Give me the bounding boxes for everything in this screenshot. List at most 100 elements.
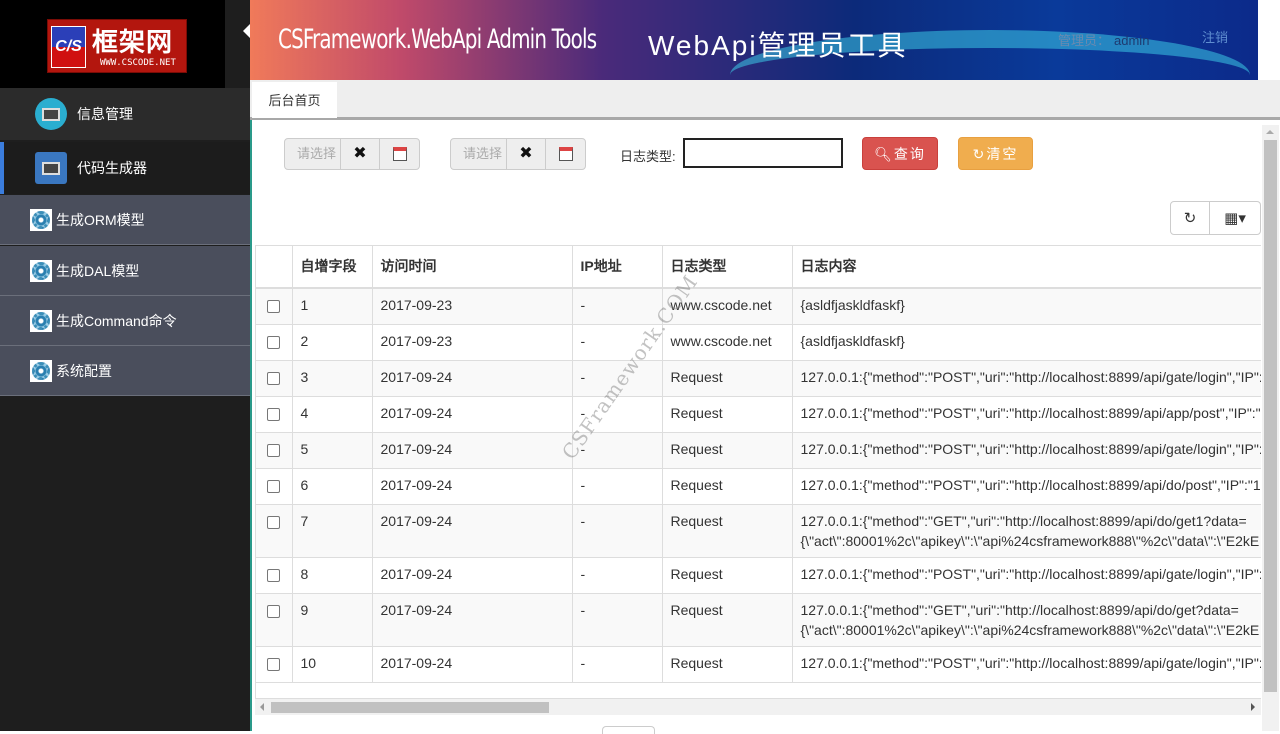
row-checkbox[interactable] <box>267 657 281 671</box>
cell-id: 1 <box>292 287 373 325</box>
cell-content: {asldfjaskldfaskf} <box>792 287 1261 325</box>
row-checkbox-cell <box>256 504 293 558</box>
gear-icon <box>30 309 52 332</box>
cell-content: 127.0.0.1:{"method":"POST","uri":"http:/… <box>792 396 1261 433</box>
table-row[interactable]: 7 2017-09-24- Request 127.0.0.1:{"method":"… <box>256 504 1261 558</box>
cell-type: Request <box>662 432 793 469</box>
table-row[interactable]: 5 2017-09-24- Request 127.0.0.1:{"method":"… <box>256 432 1261 469</box>
row-checkbox-cell <box>256 287 293 325</box>
row-checkbox[interactable] <box>267 335 281 349</box>
table-row[interactable]: 4 2017-09-24- Request 127.0.0.1:{"method":"… <box>256 396 1261 433</box>
clear-date-start-button[interactable]: ✖ <box>341 139 380 169</box>
title-cn: WebApi管理员工具 <box>648 30 908 61</box>
row-checkbox-cell <box>256 593 293 647</box>
admin-name: admin <box>1114 33 1150 48</box>
cell-ip: - <box>572 468 663 505</box>
menu-code-generator[interactable]: 代码生成器 <box>0 142 250 194</box>
menu-info-management[interactable]: 信息管理 <box>0 88 250 140</box>
cell-id: 4 <box>292 396 373 433</box>
row-checkbox[interactable] <box>267 371 281 385</box>
sidebar-item-label: 生成Command命令 <box>56 312 177 329</box>
menu-label: 代码生成器 <box>77 160 147 176</box>
title-en: CSFramework.WebApi Admin Tools <box>278 24 597 55</box>
admin-label: 管理员： <box>1058 33 1111 48</box>
row-checkbox[interactable] <box>267 515 281 529</box>
search-icon: 🔍︎ <box>874 146 894 162</box>
logout-link[interactable]: 注销 <box>1202 30 1229 45</box>
column-header[interactable]: 日志类型 <box>662 245 793 289</box>
columns-button[interactable]: ▦▾ <box>1210 202 1260 234</box>
column-header[interactable]: 自增字段 <box>292 245 373 289</box>
gear-icon <box>30 259 52 282</box>
refresh-icon: ↻ <box>972 146 987 162</box>
query-button[interactable]: 🔍︎查询 <box>862 137 938 170</box>
table-row[interactable]: 9 2017-09-24- Request 127.0.0.1:{"method":"… <box>256 593 1261 647</box>
cell-content: 127.0.0.1:{"method":"POST","uri":"http:/… <box>792 468 1261 505</box>
row-checkbox[interactable] <box>267 443 281 457</box>
vertical-scrollbar[interactable] <box>1262 125 1279 731</box>
cell-ip: - <box>572 360 663 397</box>
cell-type: Request <box>662 646 793 683</box>
sidebar-item-label: 生成ORM模型 <box>56 211 145 228</box>
row-checkbox[interactable] <box>267 568 281 582</box>
sidebar-item-dal[interactable]: 生成DAL模型 <box>0 246 250 296</box>
cell-content: 127.0.0.1:{"method":"POST","uri":"http:/… <box>792 360 1261 397</box>
table-row[interactable]: 1 2017-09-23- www.cscode.net {asldfjaskldfa… <box>256 287 1261 325</box>
cell-ip: - <box>572 593 663 647</box>
cell-type: www.cscode.net <box>662 324 793 361</box>
collapse-sidebar-icon[interactable] <box>243 24 250 38</box>
logo-name: 框架网 <box>92 27 174 57</box>
column-header[interactable]: IP地址 <box>572 245 663 289</box>
cell-time: 2017-09-24 <box>372 593 573 647</box>
column-header[interactable]: 日志内容 <box>792 245 1261 289</box>
calendar-icon[interactable] <box>380 139 419 169</box>
column-header[interactable]: 访问时间 <box>372 245 573 289</box>
refresh-button[interactable]: ↻ <box>1171 202 1210 234</box>
table-row[interactable]: 8 2017-09-24- Request 127.0.0.1:{"method":"… <box>256 557 1261 594</box>
date-start-input[interactable]: 请选择 <box>285 139 341 169</box>
cell-id: 5 <box>292 432 373 469</box>
sidebar-item-orm[interactable]: 生成ORM模型 <box>0 195 250 245</box>
cell-time: 2017-09-24 <box>372 504 573 558</box>
logo-url: WWW.CSCODE.NET <box>100 58 176 68</box>
table-row[interactable]: 10 2017-09-24- Request 127.0.0.1:{"method":… <box>256 646 1261 683</box>
log-type-input[interactable] <box>683 138 843 168</box>
cell-time: 2017-09-24 <box>372 646 573 683</box>
cell-time: 2017-09-24 <box>372 432 573 469</box>
clear-button[interactable]: ↻清空 <box>958 137 1033 170</box>
horizontal-scrollbar[interactable] <box>255 698 1261 715</box>
sidebar-item-config[interactable]: 系统配置 <box>0 346 250 396</box>
row-checkbox-cell <box>256 557 293 594</box>
cell-ip: - <box>572 557 663 594</box>
row-checkbox[interactable] <box>267 407 281 421</box>
date-start-group: 请选择 ✖ <box>284 138 420 170</box>
cell-id: 10 <box>292 646 373 683</box>
cell-ip: - <box>572 396 663 433</box>
logo-cs: C/S <box>51 26 86 68</box>
admin-info: 管理员： admin <box>1058 30 1149 49</box>
pagination[interactable] <box>602 726 655 734</box>
clear-date-end-button[interactable]: ✖ <box>507 139 546 169</box>
row-checkbox[interactable] <box>267 299 281 313</box>
cell-ip: - <box>572 287 663 325</box>
tab-home[interactable]: 后台首页 <box>252 82 337 118</box>
row-checkbox-cell <box>256 432 293 469</box>
log-type-label: 日志类型: <box>620 149 676 164</box>
table-row[interactable]: 3 2017-09-24- Request 127.0.0.1:{"method":"… <box>256 360 1261 397</box>
sidebar-item-command[interactable]: 生成Command命令 <box>0 296 250 346</box>
table-row[interactable]: 2 2017-09-23- www.cscode.net {asldfjaskldfa… <box>256 324 1261 361</box>
code-generator-icon <box>35 152 67 184</box>
cell-time: 2017-09-24 <box>372 468 573 505</box>
monitor-icon <box>35 98 67 130</box>
table-header: 自增字段 访问时间 IP地址 日志类型 日志内容 <box>256 245 1261 289</box>
row-checkbox[interactable] <box>267 604 281 618</box>
cell-time: 2017-09-24 <box>372 396 573 433</box>
cell-content: 127.0.0.1:{"method":"POST","uri":"http:/… <box>792 557 1261 594</box>
calendar-icon[interactable] <box>546 139 585 169</box>
row-checkbox[interactable] <box>267 479 281 493</box>
cell-type: Request <box>662 557 793 594</box>
table-row[interactable]: 6 2017-09-24- Request 127.0.0.1:{"method":"… <box>256 468 1261 505</box>
cell-type: Request <box>662 360 793 397</box>
date-end-input[interactable]: 请选择 <box>451 139 507 169</box>
log-table: 自增字段 访问时间 IP地址 日志类型 日志内容 1 2017-09-23- www.csc… <box>255 245 1261 698</box>
